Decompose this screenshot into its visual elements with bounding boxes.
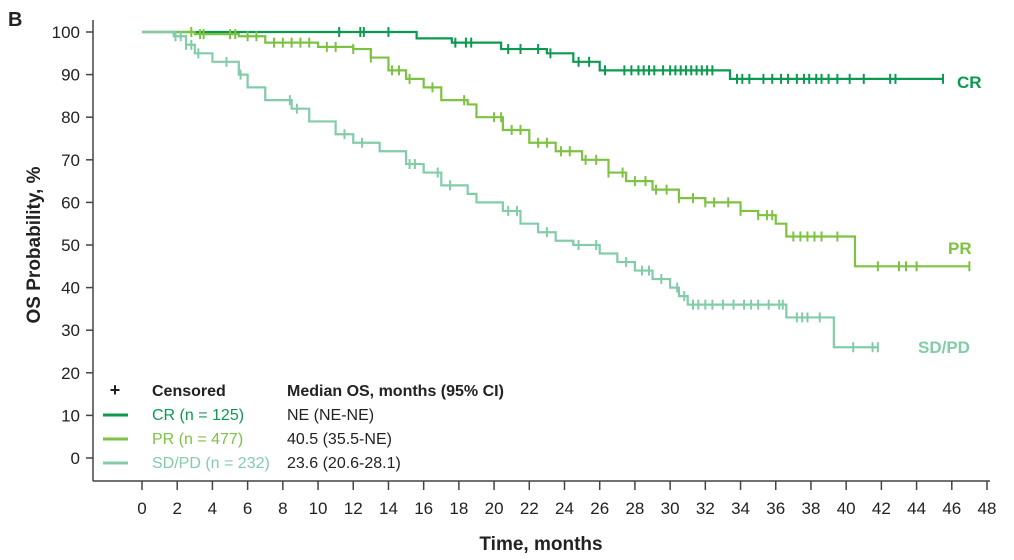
y-tick-label: 30 (61, 321, 80, 340)
censored-label: Censored (152, 383, 226, 400)
x-tick-label: 6 (243, 499, 252, 518)
panel-label: B (8, 9, 22, 31)
x-tick-label: 14 (379, 499, 398, 518)
legend: + Censored Median OS, months (95% CI) CR… (103, 380, 504, 472)
x-tick-label: 44 (907, 499, 926, 518)
x-tick-label: 2 (172, 499, 181, 518)
x-tick-label: 0 (137, 499, 146, 518)
x-tick-label: 20 (485, 499, 504, 518)
y-tick-label: 0 (71, 449, 80, 468)
x-tick-label: 34 (731, 499, 750, 518)
censored-symbol: + (110, 380, 121, 400)
x-tick-label: 24 (555, 499, 574, 518)
y-tick-label: 40 (61, 279, 80, 298)
x-ticks: 0 2 4 6 8 10 12 14 16 18 20 22 24 26 28 30 32 34 36 38 40 42 4… (137, 481, 996, 518)
x-tick-label: 10 (309, 499, 328, 518)
x-tick-label: 12 (344, 499, 363, 518)
y-tick-label: 10 (61, 406, 80, 425)
x-tick-label: 22 (520, 499, 539, 518)
x-tick-label: 48 (978, 499, 997, 518)
y-tick-label: 60 (61, 193, 80, 212)
curve-pr (142, 30, 970, 268)
x-tick-label: 30 (661, 499, 680, 518)
y-tick-label: 100 (52, 23, 80, 42)
legend-median-pr: 40.5 (35.5-NE) (287, 431, 392, 448)
curve-cr (142, 30, 943, 80)
legend-median-sd-pd: 23.6 (20.6-28.1) (287, 455, 401, 472)
legend-median-cr: NE (NE-NE) (287, 407, 374, 424)
y-tick-label: 70 (61, 151, 80, 170)
x-tick-label: 16 (414, 499, 433, 518)
x-tick-label: 40 (837, 499, 856, 518)
x-tick-label: 4 (208, 499, 217, 518)
y-axis-title: OS Probability, % (24, 166, 45, 323)
y-tick-label: 20 (61, 364, 80, 383)
legend-label-sd-pd: SD/PD (n = 232) (152, 455, 270, 472)
y-ticks: 0 10 20 30 40 50 60 70 80 90 100 (52, 23, 93, 468)
x-tick-label: 18 (449, 499, 468, 518)
x-tick-label: 8 (278, 499, 287, 518)
curve-label-pr: PR (948, 239, 972, 258)
y-tick-label: 50 (61, 236, 80, 255)
x-tick-label: 46 (942, 499, 961, 518)
x-tick-label: 28 (625, 499, 644, 518)
x-tick-label: 36 (766, 499, 785, 518)
x-tick-label: 42 (872, 499, 891, 518)
x-tick-label: 26 (590, 499, 609, 518)
legend-label-pr: PR (n = 477) (152, 431, 243, 448)
y-tick-label: 90 (61, 66, 80, 85)
x-tick-label: 38 (801, 499, 820, 518)
curve-label-sd-pd: SD/PD (918, 338, 970, 357)
curve-label-cr: CR (957, 73, 982, 92)
legend-label-cr: CR (n = 125) (152, 407, 244, 424)
x-tick-label: 32 (696, 499, 715, 518)
x-axis-title: Time, months (479, 534, 602, 555)
curves: CR PR SD/PD (142, 27, 982, 357)
median-header: Median OS, months (95% CI) (287, 383, 504, 400)
y-tick-label: 80 (61, 108, 80, 127)
